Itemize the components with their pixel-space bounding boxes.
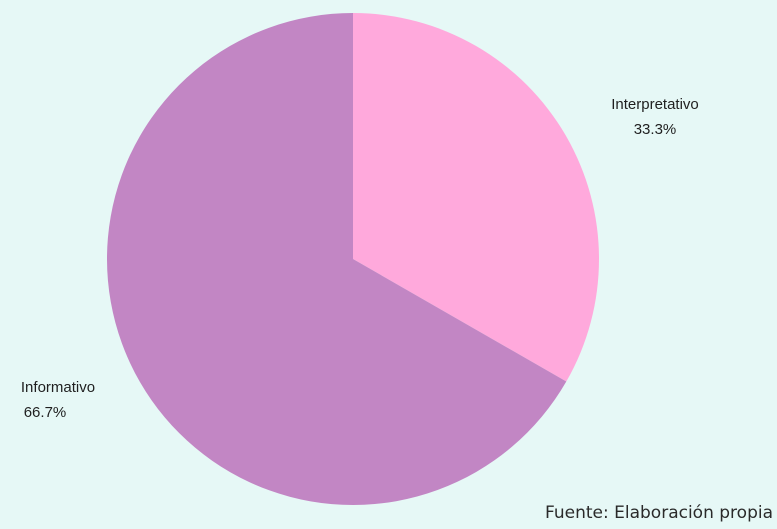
source-note: Fuente: Elaboración propia [545,503,773,523]
pie-slices [106,13,599,506]
slice-label-interpretativo-name: Interpretativo [611,96,699,113]
slice-label-informativo-value: 66.7% [24,404,67,421]
slice-label-interpretativo-value: 33.3% [634,121,677,138]
pie-slice-informativo [106,13,567,506]
slice-label-informativo-name: Informativo [21,379,95,396]
pie-slice-interpretativo [353,13,599,382]
